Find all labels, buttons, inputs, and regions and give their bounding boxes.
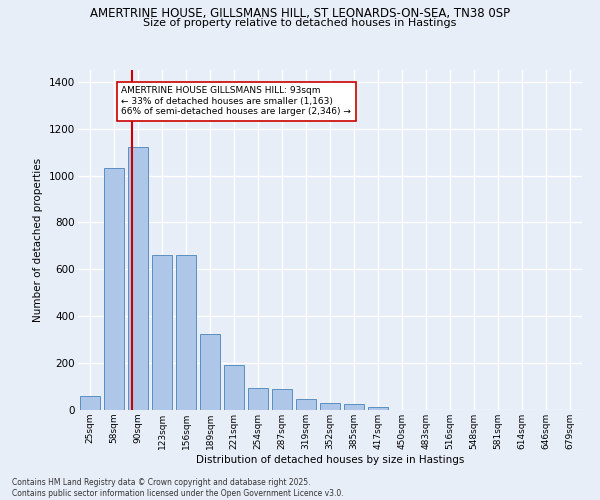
Bar: [104, 168, 124, 410]
Bar: [272, 389, 292, 410]
Bar: [296, 400, 316, 410]
Bar: [368, 407, 388, 410]
Bar: [320, 404, 340, 410]
Bar: [200, 334, 220, 410]
Bar: [80, 396, 100, 410]
Text: AMERTRINE HOUSE, GILLSMANS HILL, ST LEONARDS-ON-SEA, TN38 0SP: AMERTRINE HOUSE, GILLSMANS HILL, ST LEON…: [90, 8, 510, 20]
Y-axis label: Number of detached properties: Number of detached properties: [34, 158, 43, 322]
Bar: [176, 255, 196, 410]
Bar: [152, 255, 172, 410]
X-axis label: Distribution of detached houses by size in Hastings: Distribution of detached houses by size …: [196, 454, 464, 464]
Bar: [128, 148, 148, 410]
Text: AMERTRINE HOUSE GILLSMANS HILL: 93sqm
← 33% of detached houses are smaller (1,16: AMERTRINE HOUSE GILLSMANS HILL: 93sqm ← …: [121, 86, 351, 116]
Text: Size of property relative to detached houses in Hastings: Size of property relative to detached ho…: [143, 18, 457, 28]
Text: Contains HM Land Registry data © Crown copyright and database right 2025.
Contai: Contains HM Land Registry data © Crown c…: [12, 478, 344, 498]
Bar: [344, 404, 364, 410]
Bar: [224, 365, 244, 410]
Bar: [248, 388, 268, 410]
